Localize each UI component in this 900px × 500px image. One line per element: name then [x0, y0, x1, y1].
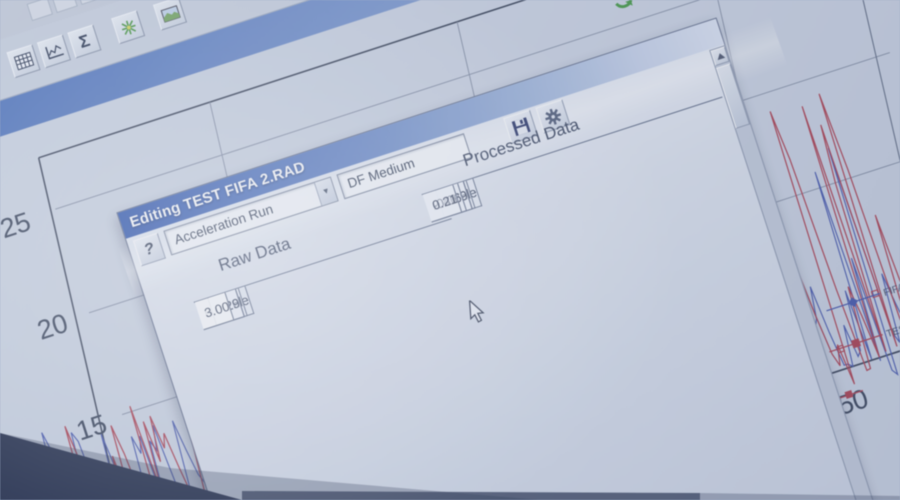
mouse-cursor [465, 299, 489, 324]
y-tick-label: 25 [0, 206, 34, 244]
save-icon [511, 117, 531, 137]
chevron-down-icon[interactable]: ▼ [313, 177, 338, 206]
settings-button[interactable] [535, 99, 571, 134]
raw-data-label: Raw Data [215, 233, 293, 275]
y-tick-label: 20 [34, 308, 72, 346]
save-button[interactable] [503, 109, 539, 144]
legend-label: FIFA 0001 [882, 274, 900, 299]
help-button[interactable]: ? [132, 232, 166, 267]
image-icon[interactable] [153, 0, 188, 31]
edit-dialog: Editing TEST FIFA 2.RAD ? Acceleration R… [116, 17, 890, 500]
chart-icon[interactable] [36, 34, 72, 69]
table-icon[interactable] [6, 44, 41, 79]
scroll-up-icon[interactable] [710, 46, 730, 67]
gear-icon [545, 108, 561, 125]
sparkle-icon[interactable] [111, 10, 146, 45]
refresh-icon[interactable] [604, 0, 642, 17]
